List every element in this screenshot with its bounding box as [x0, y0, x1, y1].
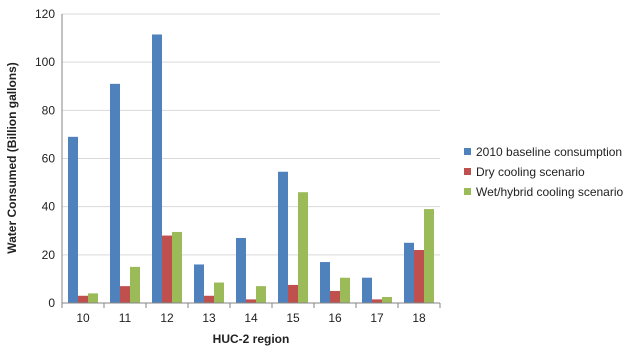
y-tick-label: 120	[35, 7, 55, 21]
x-tick-label: 16	[328, 311, 342, 325]
bar	[162, 235, 172, 303]
x-tick-label: 17	[370, 311, 384, 325]
bar	[110, 83, 120, 303]
bar	[204, 295, 214, 303]
gridlines	[62, 13, 440, 256]
bar	[362, 277, 372, 303]
bar	[404, 242, 414, 303]
bar	[298, 192, 308, 303]
bar	[288, 284, 298, 303]
legend-label: 2010 baseline consumption	[476, 145, 622, 159]
y-tick-label: 20	[42, 248, 56, 262]
y-tick-labels: 0 20 40 60 80 100 120	[35, 7, 55, 310]
bar	[88, 293, 98, 303]
bar	[414, 250, 424, 303]
legend-label: Wet/hybrid cooling scenario	[476, 185, 624, 199]
bar	[130, 266, 140, 303]
axes	[61, 14, 440, 304]
y-tick-label: 60	[42, 152, 56, 166]
bar	[78, 295, 88, 303]
legend: 2010 baseline consumption Dry cooling sce…	[464, 145, 624, 199]
bar	[120, 286, 130, 303]
legend-swatch	[464, 168, 471, 175]
bar	[340, 277, 350, 303]
bars	[68, 34, 434, 304]
bar	[256, 286, 266, 303]
x-tick-labels: 10 11 12 13 14 15 16 17 18	[61, 303, 441, 325]
bar	[330, 290, 340, 303]
legend-label: Dry cooling scenario	[476, 165, 585, 179]
bar	[372, 299, 382, 303]
y-tick-label: 80	[42, 103, 56, 117]
bar	[236, 237, 246, 303]
x-tick-label: 18	[412, 311, 426, 325]
bar	[278, 171, 288, 303]
legend-swatch	[464, 188, 471, 195]
legend-swatch	[464, 148, 471, 155]
x-tick-label: 12	[160, 311, 174, 325]
x-tick-label: 14	[244, 311, 258, 325]
x-tick-label: 11	[119, 311, 132, 325]
x-axis-title: HUC-2 region	[213, 332, 290, 346]
y-tick-label: 40	[42, 200, 56, 214]
bar	[68, 136, 78, 303]
x-tick-label: 13	[202, 311, 216, 325]
x-tick-label: 15	[286, 311, 300, 325]
bar	[214, 282, 224, 303]
y-tick-label: 100	[35, 55, 55, 69]
bar	[246, 299, 256, 303]
y-tick-label: 0	[48, 296, 55, 310]
bar	[382, 296, 392, 303]
bar	[424, 209, 434, 303]
x-tick-label: 10	[76, 311, 90, 325]
bar	[320, 262, 330, 303]
bar	[194, 264, 204, 303]
bar	[172, 231, 182, 303]
bar	[152, 34, 162, 304]
y-axis-title: Water Consumed (Billion gallons)	[5, 62, 19, 254]
